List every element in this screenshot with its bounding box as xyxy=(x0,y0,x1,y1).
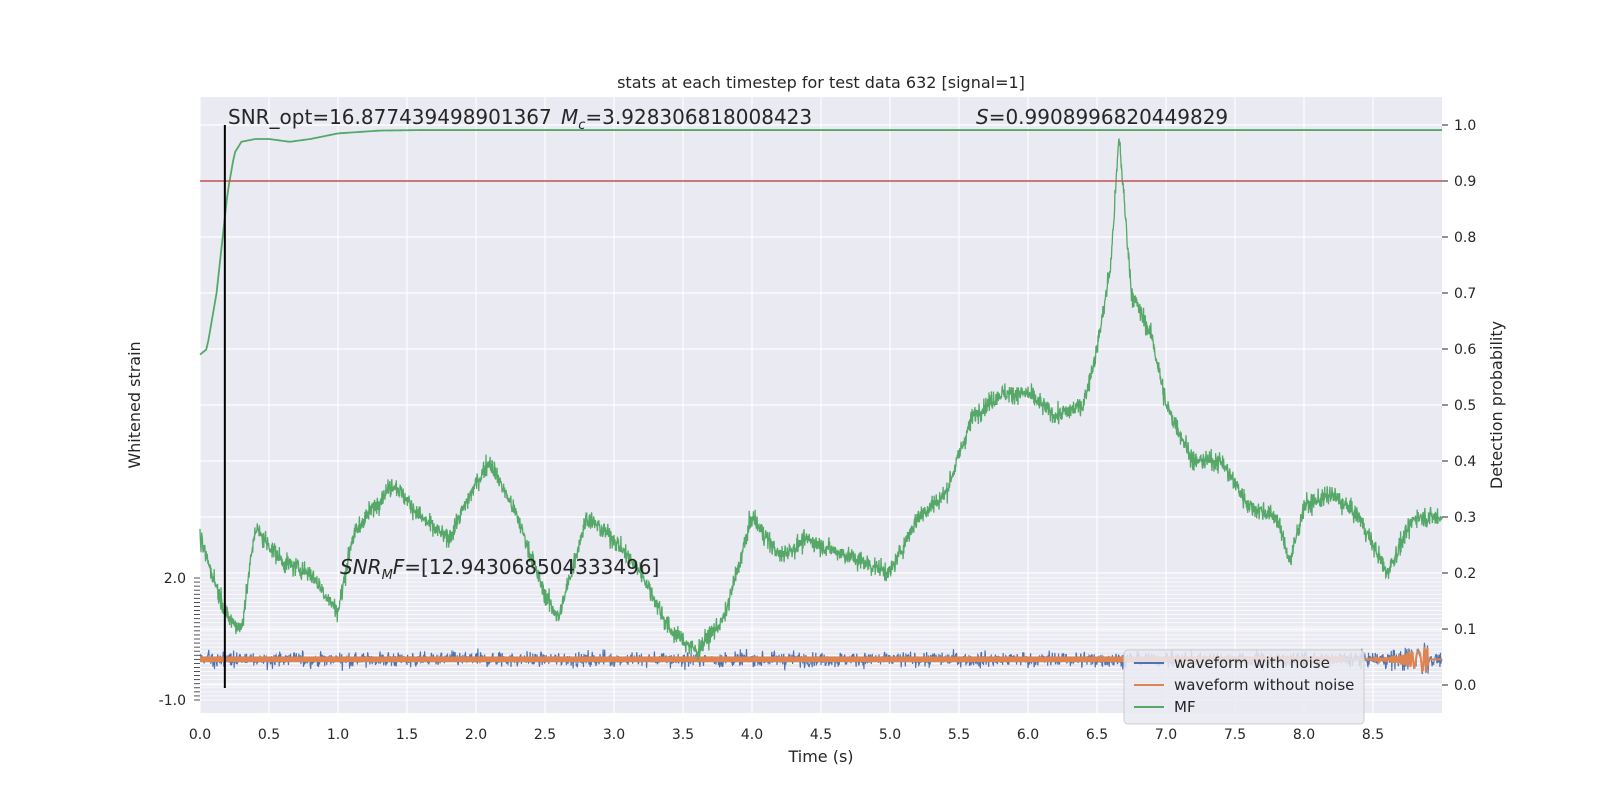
clean-baseline-band xyxy=(200,656,1346,663)
x-axis-label: Time (s) xyxy=(787,747,853,766)
right-tick-label: 0.2 xyxy=(1454,566,1476,582)
annotation-snr-mf-value: =[12.943068504333496] xyxy=(404,555,659,579)
x-tick-label: 5.5 xyxy=(948,727,970,743)
legend-box xyxy=(1123,649,1365,725)
x-tick-label: 4.0 xyxy=(741,727,763,743)
right-axis-ticks: 0.0 0.1 0.2 0.3 0.4 0.5 0.6 0.7 0.8 0.9 1.0 xyxy=(1442,118,1476,694)
x-tick-label: 2.5 xyxy=(534,727,556,743)
x-tick-label: 6.5 xyxy=(1086,727,1108,743)
right-axis-label: Detection probability xyxy=(1487,321,1506,489)
chart-title: stats at each timestep for test data 632… xyxy=(617,73,1025,92)
annotation-snr-mf-sub: M xyxy=(382,568,393,583)
right-tick-label: 0.5 xyxy=(1454,398,1476,414)
annotation-s: S=0.9908996820449829 xyxy=(976,105,1228,129)
right-tick-label: 0.3 xyxy=(1454,510,1476,526)
annotation-snr-mf: SNRMF=[12.943068504333496] xyxy=(340,555,659,583)
x-tick-label: 5.0 xyxy=(879,727,901,743)
annotation-mc: Mc=3.928306818008423 xyxy=(561,105,812,133)
series-detection-probability xyxy=(199,129,1442,356)
x-tick-label: 3.5 xyxy=(672,727,694,743)
right-tick-label: 0.8 xyxy=(1454,230,1476,246)
x-tick-label: 6.0 xyxy=(1017,727,1039,743)
x-tick-label: 1.0 xyxy=(327,727,349,743)
mf-line xyxy=(199,138,1443,661)
right-tick-label: 0.6 xyxy=(1454,342,1476,358)
legend-label-noise: waveform with noise xyxy=(1174,654,1330,672)
x-tick-label: 7.5 xyxy=(1224,727,1246,743)
series-mf xyxy=(199,138,1443,661)
x-tick-label: 7.0 xyxy=(1155,727,1177,743)
left-axis-grid xyxy=(200,577,1442,701)
left-axis-label: Whitened strain xyxy=(125,341,144,468)
annotation-snr-opt: SNR_opt=16.877439498901367 xyxy=(228,105,552,129)
legend-label-mf: MF xyxy=(1174,698,1196,716)
right-tick-label: 0.0 xyxy=(1454,678,1476,694)
left-axis-ticks: 2.0 -1.0 xyxy=(159,571,200,709)
annotation-s-value: =0.9908996820449829 xyxy=(989,105,1228,129)
annotation-mc-sub: c xyxy=(578,118,585,133)
annotation-s-symbol: S xyxy=(976,105,989,129)
x-tick-label: 0.0 xyxy=(189,727,211,743)
x-tick-label: 3.0 xyxy=(603,727,625,743)
x-tick-label: 2.0 xyxy=(465,727,487,743)
right-tick-label: 0.4 xyxy=(1454,454,1476,470)
x-axis-ticks: 0.0 0.5 1.0 1.5 2.0 2.5 3.0 3.5 4.0 4.5 5.0 5.5 6.0 6… xyxy=(189,727,1384,743)
annotation-mc-value: =3.928306818008423 xyxy=(585,105,812,129)
x-tick-label: 4.5 xyxy=(810,727,832,743)
annotation-mc-symbol: M xyxy=(561,105,578,129)
probability-line xyxy=(199,129,1442,356)
right-tick-label: 0.1 xyxy=(1454,622,1476,638)
legend: waveform with noise waveform without noi… xyxy=(1123,649,1365,725)
right-tick-label: 0.9 xyxy=(1454,174,1476,190)
left-tick-label-top: 2.0 xyxy=(164,571,186,587)
x-tick-label: 8.5 xyxy=(1362,727,1384,743)
x-tick-label: 8.0 xyxy=(1293,727,1315,743)
annotation-snr-mf-tail: F xyxy=(393,555,405,579)
legend-label-clean: waveform without noise xyxy=(1174,676,1354,694)
right-tick-label: 0.7 xyxy=(1454,286,1476,302)
annotation-snr-mf-symbol: SNR xyxy=(340,555,382,579)
right-tick-label: 1.0 xyxy=(1454,118,1476,134)
left-tick-label-bottom: -1.0 xyxy=(159,693,186,709)
x-tick-label: 0.5 xyxy=(258,727,280,743)
x-tick-label: 1.5 xyxy=(396,727,418,743)
